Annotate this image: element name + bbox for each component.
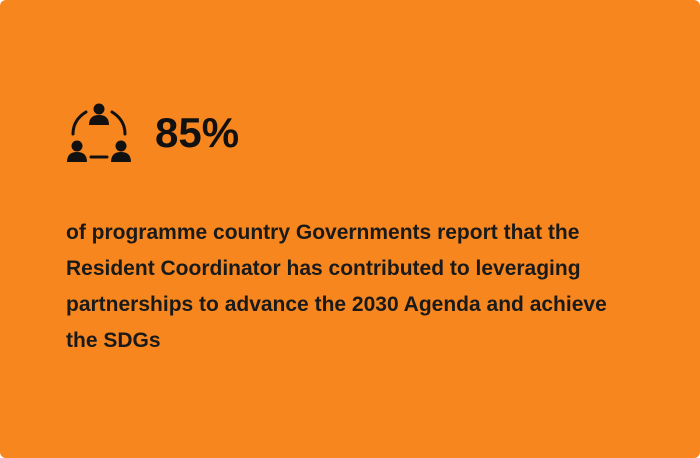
partnership-icon (67, 103, 131, 162)
stat-description: of programme country Governments report … (66, 221, 607, 352)
stat-value: 85% (155, 109, 240, 156)
